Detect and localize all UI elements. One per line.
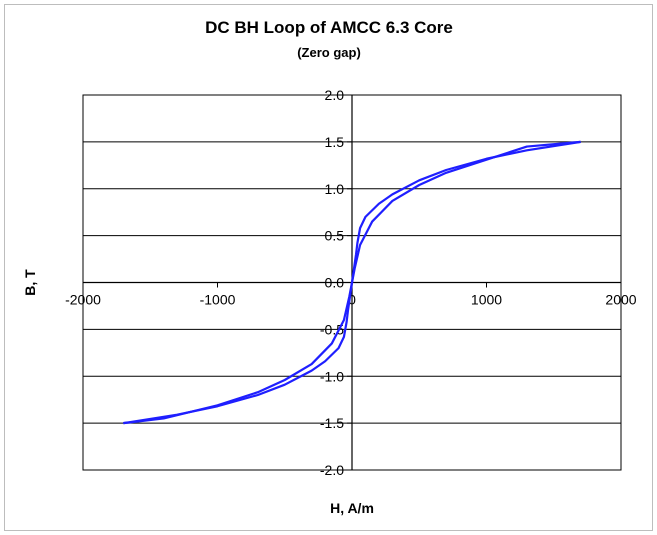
series-layer	[123, 140, 581, 425]
chart-frame: DC BH Loop of AMCC 6.3 Core (Zero gap) -…	[4, 4, 653, 531]
y-tick-label-0: 2.0	[325, 87, 345, 103]
series-line-1	[123, 140, 581, 425]
tick-labels: -2000 -1000 0 1000 2000 2.0 1.5 1.0 0.5 0.0 -0.5 -1…	[65, 87, 637, 478]
y-tick-label-7: -1.5	[320, 415, 344, 431]
y-tick-label-3: 0.5	[325, 228, 345, 244]
series-line-0	[123, 140, 581, 425]
bh-loop-chart: DC BH Loop of AMCC 6.3 Core (Zero gap) -…	[22, 18, 637, 516]
y-tick-label-8: -2.0	[320, 462, 344, 478]
x-tick-label-1: -1000	[200, 292, 236, 308]
chart-title: DC BH Loop of AMCC 6.3 Core	[205, 18, 453, 37]
x-tick-label-2: 0	[348, 292, 356, 308]
y-tick-label-1: 1.5	[325, 134, 345, 150]
y-tick-label-2: 1.0	[325, 181, 345, 197]
x-axis-title: H, A/m	[330, 500, 374, 516]
x-tick-label-0: -2000	[65, 292, 101, 308]
x-tick-label-3: 1000	[471, 292, 502, 308]
chart-subtitle: (Zero gap)	[297, 45, 361, 60]
y-tick-label-4: 0.0	[325, 275, 345, 291]
y-tick-label-6: -1.0	[320, 368, 344, 384]
y-tick-label-5: -0.5	[320, 321, 344, 337]
y-axis-title: B, T	[22, 269, 38, 296]
x-tick-label-4: 2000	[605, 292, 636, 308]
